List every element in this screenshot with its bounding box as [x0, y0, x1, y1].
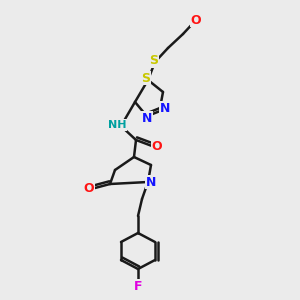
Text: O: O — [84, 182, 94, 194]
Text: F: F — [134, 280, 142, 292]
Text: S: S — [142, 71, 151, 85]
Text: NH: NH — [108, 120, 126, 130]
Text: N: N — [160, 101, 170, 115]
Text: N: N — [142, 112, 152, 124]
Text: N: N — [146, 176, 156, 188]
Text: O: O — [191, 14, 201, 26]
Text: O: O — [152, 140, 162, 152]
Text: S: S — [149, 55, 158, 68]
